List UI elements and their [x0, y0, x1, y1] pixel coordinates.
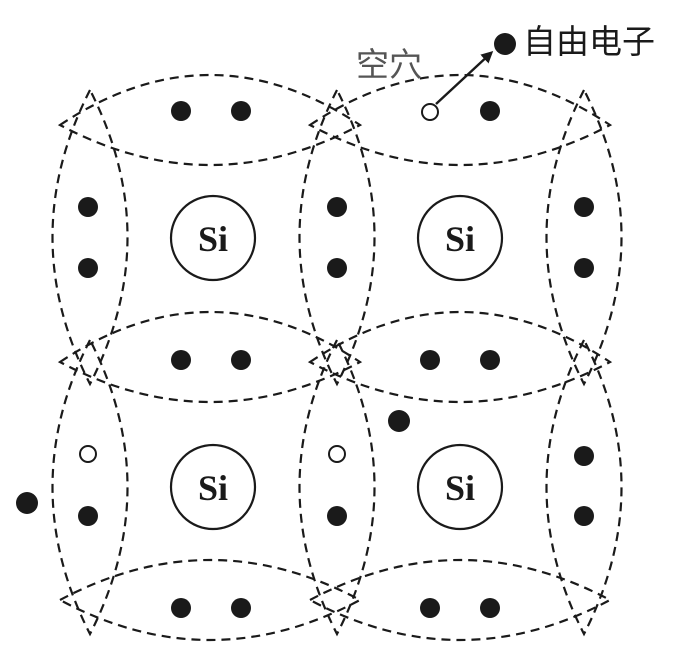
hole-circle — [79, 445, 97, 463]
electron-dot — [327, 197, 347, 217]
bond-outline — [57, 559, 363, 641]
electron-dot — [574, 506, 594, 526]
electron-dot — [420, 598, 440, 618]
free-electron-label: 自由电子 — [523, 22, 655, 61]
bond-outline — [298, 337, 376, 637]
bond-outline — [545, 337, 623, 637]
bond-outline — [545, 87, 623, 387]
bond-outline — [51, 87, 129, 387]
electron-dot — [78, 258, 98, 278]
electron-dot — [420, 350, 440, 370]
bond-outline — [307, 559, 613, 641]
si-symbol: Si — [198, 468, 228, 508]
electron-dot — [480, 350, 500, 370]
electron-escape-arrow — [435, 50, 494, 105]
hole-label: 空穴 — [356, 45, 422, 84]
electron-dot — [574, 197, 594, 217]
electron-dot — [78, 506, 98, 526]
si-atom — [169, 443, 257, 531]
free-electrons — [16, 33, 516, 514]
electron-dot — [171, 598, 191, 618]
hole-circle — [328, 445, 346, 463]
bond-outline — [307, 311, 613, 403]
bond-outline — [307, 74, 613, 166]
holes — [79, 103, 439, 463]
bond-outline — [51, 337, 129, 637]
bond-outline — [298, 87, 376, 387]
electron-dot — [574, 446, 594, 466]
si-atom — [416, 194, 504, 282]
bond-electrons — [78, 101, 594, 618]
covalent-bonds — [51, 74, 623, 641]
atom-cell-1: Si — [169, 194, 257, 282]
si-atom — [169, 194, 257, 282]
free-electron-dot — [16, 492, 38, 514]
free-electron-dot — [388, 410, 410, 432]
electron-dot — [574, 258, 594, 278]
si-symbol: Si — [445, 219, 475, 259]
si-symbol: Si — [198, 219, 228, 259]
electron-dot — [480, 598, 500, 618]
electron-dot — [480, 101, 500, 121]
hole-circle — [421, 103, 439, 121]
electron-dot — [231, 350, 251, 370]
electron-dot — [327, 258, 347, 278]
electron-dot — [171, 350, 191, 370]
electron-dot — [327, 506, 347, 526]
electron-dot — [171, 101, 191, 121]
bond-outline — [57, 74, 363, 166]
si-symbol: Si — [445, 468, 475, 508]
atom-cell-3: Si — [169, 443, 257, 531]
electron-dot — [78, 197, 98, 217]
bond-outline — [57, 311, 363, 403]
atom-cell-4: Si — [416, 443, 504, 531]
free-electron-dot — [494, 33, 516, 55]
electron-dot — [231, 101, 251, 121]
electron-dot — [231, 598, 251, 618]
si-atom — [416, 443, 504, 531]
atom-cell-2: Si — [416, 194, 504, 282]
